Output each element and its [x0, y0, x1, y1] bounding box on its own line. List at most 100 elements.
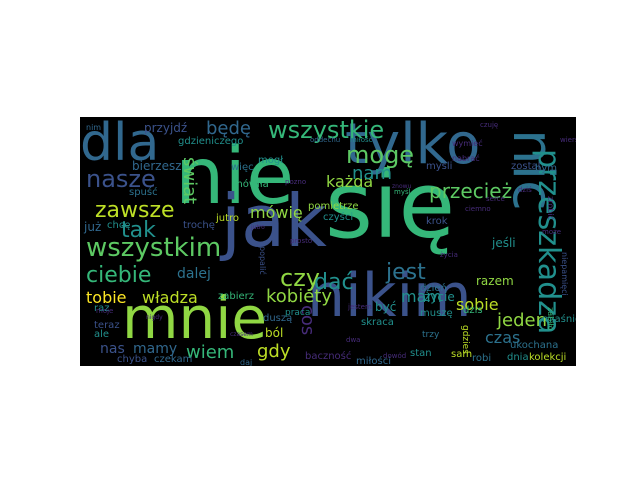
word-cloud-word: wiersz	[560, 136, 576, 144]
word-cloud-word: serce	[486, 195, 505, 203]
word-cloud-word: dnia	[507, 352, 529, 363]
word-cloud-word: czas	[485, 328, 521, 347]
word-cloud-word: nie	[175, 132, 295, 222]
word-cloud-word: praca	[285, 308, 311, 318]
word-cloud-word: jeden	[497, 310, 547, 331]
word-cloud-word: myśl	[394, 188, 411, 196]
word-cloud-word: dać	[314, 270, 354, 295]
word-cloud-word: jutro	[251, 224, 265, 231]
word-cloud-word: dzis	[463, 305, 483, 316]
word-cloud-word: oddechu	[310, 136, 341, 144]
word-cloud-word: nam	[352, 163, 392, 184]
word-cloud-word: myśli	[426, 161, 453, 172]
word-cloud-word: miaśnie	[542, 314, 576, 325]
word-cloud-word: kobiety	[266, 286, 333, 307]
word-cloud-word: daj	[240, 358, 253, 367]
word-cloud-word: sobie	[456, 295, 499, 314]
word-cloud-word: trzy	[422, 330, 440, 340]
word-cloud-canvas: nie się jak tylko nikim mnie dla nic przeszkadza…	[80, 117, 576, 366]
word-cloud-word: zabiło	[546, 307, 555, 331]
word-cloud-word: pozno	[285, 178, 307, 186]
word-cloud-word: miłości	[356, 356, 391, 367]
word-cloud-word: bym	[535, 163, 558, 174]
word-cloud-word: tylko	[345, 117, 481, 177]
word-cloud-word: przeszkadza	[531, 149, 566, 335]
word-cloud-word: dwa	[346, 336, 361, 344]
word-cloud-word: życia	[440, 251, 458, 259]
word-cloud-word: nasze	[86, 165, 156, 193]
word-cloud-word: czekam	[154, 354, 193, 365]
word-cloud-word: nikim	[307, 261, 472, 331]
word-cloud-word: teraz	[94, 320, 120, 331]
word-cloud-word: tak	[121, 218, 156, 243]
word-cloud-word: nabrać	[452, 154, 480, 163]
word-cloud-word: jest	[386, 260, 426, 285]
word-cloud-word: wszystkim	[86, 233, 222, 263]
word-cloud-word: mogł	[258, 155, 284, 166]
word-cloud-word: muszę	[420, 308, 453, 319]
word-cloud-word: czy	[280, 264, 320, 292]
word-cloud-word: wszystkie	[268, 117, 385, 144]
word-cloud-word: bierzesz	[132, 159, 182, 173]
word-cloud-word: popalić	[258, 246, 267, 275]
word-cloud-word: władza	[142, 288, 198, 307]
word-cloud-word: przecież	[429, 179, 513, 203]
word-cloud-word: będę	[206, 118, 251, 139]
word-cloud-word: moje	[96, 307, 114, 315]
word-cloud-word: nim	[86, 123, 102, 132]
word-cloud-word: robi	[472, 353, 492, 364]
word-cloud-word: nigdy	[146, 314, 163, 321]
word-cloud-word: czuję	[480, 121, 499, 129]
word-cloud-word: tobie	[86, 288, 127, 307]
word-cloud-word: ciebie	[86, 263, 152, 288]
word-cloud-word: mówiła	[233, 179, 269, 190]
word-cloud-word: może	[542, 228, 562, 236]
word-cloud-word: gdzieniczego	[178, 136, 244, 147]
word-cloud-word: razem	[476, 274, 514, 288]
word-cloud-word: jestem	[348, 303, 372, 311]
word-cloud-word: czyści	[323, 212, 354, 223]
word-cloud-word: prosto	[290, 237, 313, 245]
word-cloud-word: chyba	[117, 354, 148, 365]
word-cloud-word: nas	[100, 341, 125, 357]
word-cloud-word: ukochana	[510, 340, 559, 351]
word-cloud-word: każda	[326, 172, 374, 191]
word-cloud-word: chcę	[107, 220, 131, 231]
word-cloud-word: jeśli	[492, 236, 516, 250]
word-cloud-word: niepamięci	[560, 252, 569, 296]
word-cloud-word: się	[325, 152, 456, 259]
word-cloud-word: mówię	[250, 203, 303, 222]
word-cloud-word: zawsze	[95, 198, 175, 223]
word-cloud-word: raz	[94, 303, 110, 314]
word-cloud-word: ból	[265, 326, 284, 340]
word-cloud-word: stan	[410, 348, 432, 359]
word-cloud-word: wiem	[186, 342, 235, 363]
word-cloud-word: znowu	[392, 183, 412, 190]
word-cloud-word: życie	[424, 290, 455, 304]
word-cloud-word: skraca	[361, 317, 394, 328]
word-cloud-word: gdzieś	[460, 325, 470, 354]
word-cloud-word: sam	[451, 349, 473, 360]
word-cloud-word: trochę	[183, 220, 215, 231]
word-cloud-word: dowód	[383, 352, 407, 360]
word-cloud-word: już	[84, 220, 102, 234]
word-cloud-word: gdy	[257, 341, 291, 362]
word-cloud-word: być	[375, 300, 397, 314]
word-cloud-word: ciemno	[465, 205, 491, 213]
word-cloud-word: zabierz	[218, 291, 255, 302]
word-cloud-word: jak	[221, 179, 327, 263]
word-cloud-word: więc	[231, 162, 254, 173]
word-cloud-word: baczność	[305, 351, 352, 362]
word-cloud-word: spuść	[129, 187, 158, 198]
word-cloud-word: dla	[80, 117, 160, 173]
word-cloud-word: kolekcji	[529, 352, 567, 363]
word-cloud-word: krok	[426, 216, 448, 227]
word-cloud-word: ale	[94, 329, 110, 340]
word-cloud-word: mam	[401, 287, 442, 306]
word-cloud-word: zrobić	[546, 196, 555, 220]
word-cloud-word: nic	[500, 129, 565, 211]
word-cloud-word: mamy	[133, 341, 178, 357]
word-cloud-word: mogę	[346, 141, 415, 169]
word-cloud-word: mnie	[122, 284, 268, 352]
word-cloud-word: przyjdź	[144, 121, 188, 135]
